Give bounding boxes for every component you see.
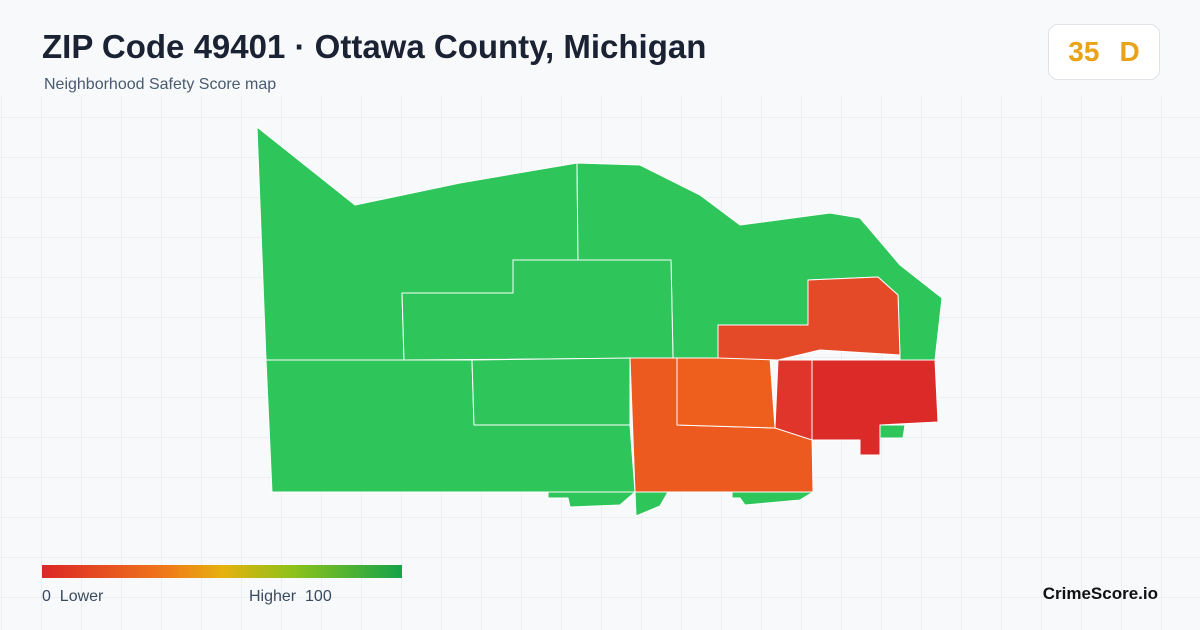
region — [811, 359, 939, 456]
legend-bar — [42, 565, 402, 578]
legend-max: 100 — [305, 588, 332, 605]
region — [774, 359, 813, 441]
title: ZIP Code 49401 · Ottawa County, Michigan — [42, 28, 707, 65]
region — [717, 276, 901, 361]
legend-max-label: Higher — [249, 588, 297, 605]
region — [471, 357, 631, 426]
legend-min: 0 — [42, 588, 51, 605]
score: 35 — [1068, 36, 1100, 67]
score-badge: 35 D — [1048, 24, 1160, 80]
legend-min-label: Lower — [59, 588, 104, 605]
region — [676, 357, 776, 429]
region — [879, 424, 906, 439]
legend-high: Higher 100 — [249, 588, 332, 606]
subtitle: Neighborhood Safety Score map — [44, 76, 277, 93]
grade: D — [1119, 36, 1140, 67]
brand: CrimeScore.io — [1042, 584, 1158, 603]
legend-low: 0 Lower — [42, 588, 103, 606]
